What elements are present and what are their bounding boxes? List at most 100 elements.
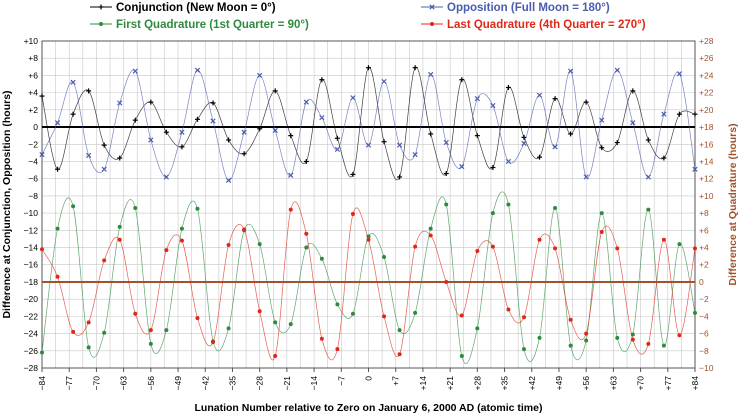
data-point bbox=[148, 341, 153, 346]
data-point bbox=[459, 164, 465, 170]
data-point bbox=[210, 118, 216, 124]
data-point bbox=[335, 302, 340, 307]
data-point bbox=[226, 242, 231, 247]
marker-stroke bbox=[225, 177, 232, 184]
y-right-tick-label: +12 bbox=[699, 174, 714, 184]
data-point bbox=[273, 320, 278, 325]
marker-stroke bbox=[117, 100, 123, 106]
marker-stroke bbox=[692, 166, 698, 172]
data-point bbox=[661, 155, 667, 161]
series-1 bbox=[39, 65, 698, 181]
data-point bbox=[692, 111, 698, 117]
y-left-tick-label: −26 bbox=[24, 346, 39, 356]
x-axis-label: Lunation Number relative to Zero on Janu… bbox=[195, 402, 543, 414]
data-point bbox=[99, 22, 103, 26]
data-point bbox=[459, 353, 464, 358]
y-left-tick-label: +8 bbox=[28, 53, 38, 63]
marker-stroke bbox=[148, 137, 154, 143]
marker-stroke bbox=[429, 4, 435, 10]
marker-stroke bbox=[272, 127, 278, 134]
data-point bbox=[319, 336, 324, 341]
y-left-tick-label: −6 bbox=[28, 174, 38, 184]
data-point bbox=[179, 129, 185, 135]
legend-item: Opposition (Full Moon = 180°) bbox=[421, 2, 610, 14]
legend-label: First Quadrature (1st Quarter = 90°) bbox=[116, 19, 309, 31]
y-right-tick-labels: +28+26+24+22+20+18+16+14+12+10+8+6+4+20−… bbox=[699, 36, 714, 373]
y-left-tick-label: +2 bbox=[28, 105, 38, 115]
data-point bbox=[428, 233, 433, 238]
y-right-axis-label: Difference at Quadrature (hours) bbox=[727, 123, 739, 285]
data-point bbox=[614, 67, 620, 73]
data-point bbox=[288, 322, 293, 327]
marker-stroke bbox=[536, 92, 543, 98]
data-point bbox=[382, 314, 387, 319]
marker-stroke bbox=[210, 118, 216, 124]
marker-stroke bbox=[132, 68, 138, 74]
data-point bbox=[568, 317, 573, 322]
x-tick-label: −56 bbox=[146, 376, 156, 391]
data-point bbox=[661, 111, 667, 117]
data-point bbox=[459, 77, 465, 83]
data-point bbox=[40, 247, 44, 252]
x-tick-label: +70 bbox=[636, 376, 646, 391]
data-point bbox=[288, 172, 294, 178]
data-point bbox=[319, 256, 324, 261]
data-point bbox=[397, 174, 403, 180]
data-point bbox=[70, 79, 76, 85]
data-point bbox=[490, 211, 495, 216]
data-point bbox=[257, 72, 263, 79]
marker-stroke bbox=[630, 120, 636, 126]
x-tick-label: −14 bbox=[309, 376, 319, 391]
y-right-tick-label: +18 bbox=[699, 122, 714, 132]
data-point bbox=[536, 92, 543, 98]
y-left-tick-label: −8 bbox=[28, 191, 38, 201]
marker-stroke bbox=[101, 166, 107, 172]
data-point bbox=[568, 131, 574, 137]
data-point bbox=[444, 202, 449, 207]
data-point bbox=[474, 96, 480, 102]
data-point bbox=[195, 316, 200, 321]
legend: Conjunction (New Moon = 0°) Opposition (F… bbox=[90, 2, 646, 31]
data-point bbox=[506, 202, 511, 207]
x-tick-label: −77 bbox=[64, 376, 74, 391]
data-point bbox=[70, 111, 76, 117]
data-point bbox=[505, 158, 512, 165]
y-right-tick-label: +6 bbox=[699, 225, 709, 235]
data-point bbox=[179, 144, 185, 150]
marker-stroke bbox=[179, 129, 185, 135]
y-left-tick-label: −24 bbox=[24, 329, 39, 339]
data-point bbox=[55, 166, 61, 172]
legend-label: Opposition (Full Moon = 180°) bbox=[447, 2, 610, 14]
data-point bbox=[101, 166, 107, 172]
data-point bbox=[179, 226, 184, 231]
data-point bbox=[490, 102, 496, 109]
x-tick-label: −21 bbox=[282, 376, 292, 391]
y-left-tick-label: 0 bbox=[33, 122, 38, 132]
data-point bbox=[630, 337, 635, 342]
marker-stroke bbox=[319, 114, 325, 121]
y-right-tick-label: −8 bbox=[699, 346, 709, 356]
data-point bbox=[225, 177, 232, 184]
y-left-tick-label: −22 bbox=[24, 311, 39, 321]
data-point bbox=[506, 307, 511, 312]
marker-stroke bbox=[614, 67, 620, 73]
data-point bbox=[132, 117, 138, 123]
x-tick-label: +14 bbox=[418, 376, 428, 391]
data-point bbox=[226, 137, 232, 143]
data-point bbox=[412, 151, 418, 158]
data-point bbox=[677, 242, 682, 247]
marker-stroke bbox=[303, 99, 309, 105]
x-tick-label: −28 bbox=[255, 376, 265, 391]
y-right-tick-label: +10 bbox=[699, 191, 714, 201]
data-point bbox=[630, 88, 636, 94]
data-point bbox=[646, 207, 651, 212]
x-tick-label: +77 bbox=[663, 376, 673, 391]
data-point bbox=[646, 341, 651, 346]
y-right-tick-label: −2 bbox=[699, 294, 709, 304]
data-point bbox=[661, 237, 666, 242]
y-right-tick-label: 0 bbox=[699, 277, 704, 287]
marker-stroke bbox=[428, 71, 434, 78]
data-point bbox=[226, 326, 231, 331]
marker-stroke bbox=[54, 120, 61, 126]
marker-stroke bbox=[645, 174, 651, 180]
